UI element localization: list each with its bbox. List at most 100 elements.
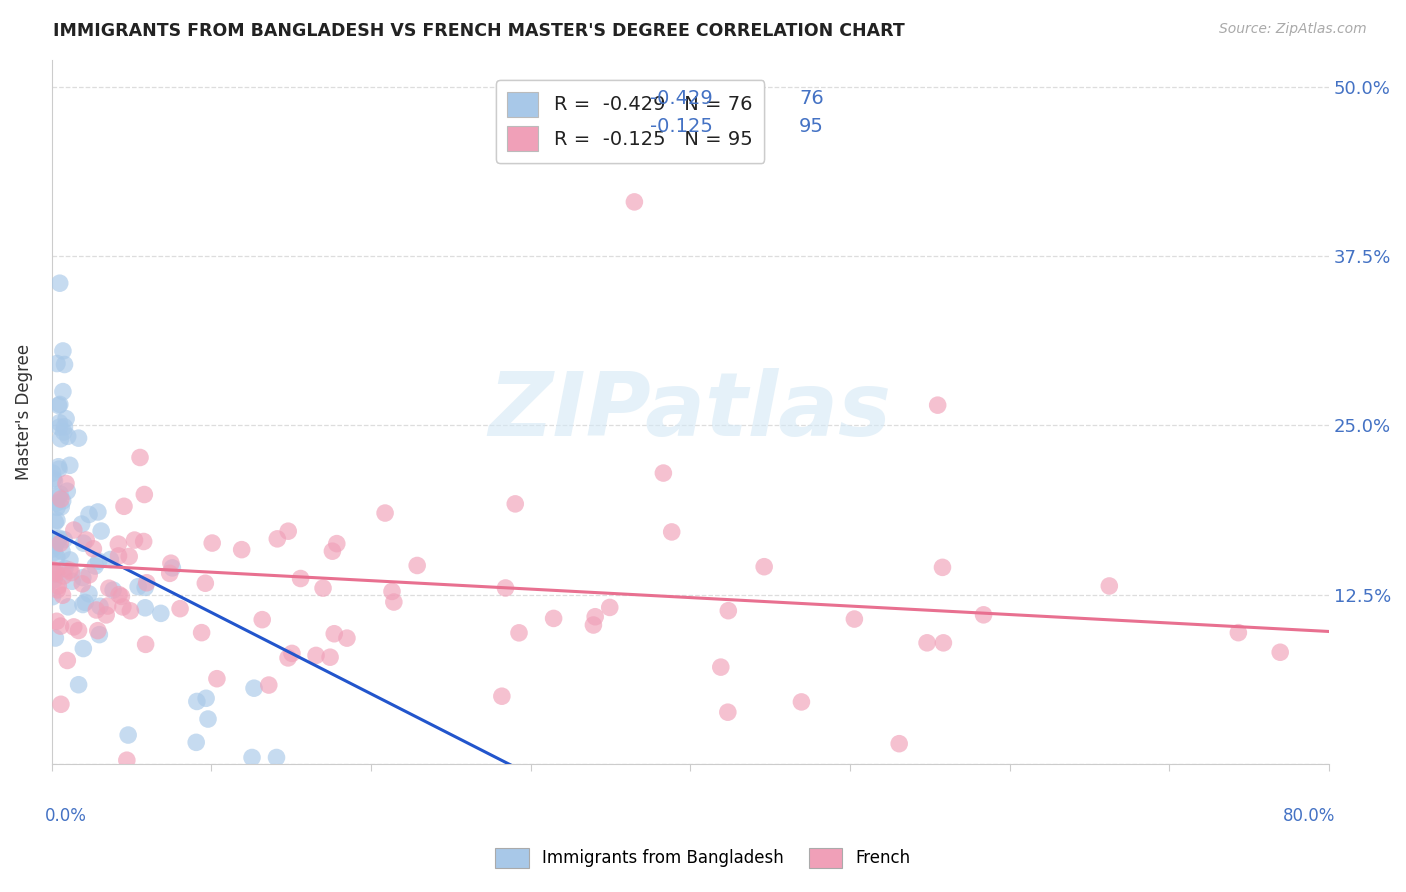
- Point: [266, 532, 288, 546]
- Point: [305, 648, 328, 663]
- Point: [72, 571, 94, 585]
- Point: [231, 542, 253, 557]
- Point: [72, 641, 94, 656]
- Point: [96, 607, 118, 622]
- Point: [59, 553, 82, 567]
- Point: [59, 458, 82, 473]
- Point: [49, 492, 72, 507]
- Point: [115, 753, 138, 767]
- Point: [49, 397, 72, 411]
- Point: [52, 343, 75, 358]
- Point: [60, 566, 83, 580]
- Point: [134, 487, 156, 501]
- Point: [45, 566, 67, 580]
- Point: [45, 567, 67, 582]
- Point: [889, 737, 911, 751]
- Point: [53, 420, 76, 434]
- Point: [108, 588, 131, 602]
- Point: [48, 579, 70, 593]
- Point: [49, 536, 72, 550]
- Point: [89, 599, 111, 614]
- Text: 95: 95: [799, 117, 824, 136]
- Point: [53, 358, 76, 372]
- Text: -0.125: -0.125: [650, 117, 713, 136]
- Point: [51, 544, 73, 558]
- Point: [754, 559, 776, 574]
- Point: [135, 637, 157, 651]
- Y-axis label: Master's Degree: Master's Degree: [15, 344, 32, 480]
- Point: [107, 537, 129, 551]
- Point: [290, 572, 312, 586]
- Point: [55, 411, 77, 425]
- Point: [44, 566, 66, 581]
- Point: [56, 429, 79, 443]
- Text: 80.0%: 80.0%: [1282, 806, 1336, 824]
- Point: [382, 595, 405, 609]
- Point: [52, 384, 75, 399]
- Point: [162, 561, 184, 575]
- Point: [127, 580, 149, 594]
- Point: [41, 541, 63, 556]
- Text: 0.0%: 0.0%: [45, 806, 87, 824]
- Point: [53, 533, 76, 547]
- Point: [44, 474, 66, 488]
- Point: [49, 619, 72, 633]
- Point: [257, 678, 280, 692]
- Point: [790, 695, 813, 709]
- Point: [45, 615, 67, 629]
- Point: [97, 599, 120, 613]
- Point: [710, 660, 733, 674]
- Point: [277, 524, 299, 539]
- Point: [45, 496, 67, 510]
- Point: [45, 538, 67, 552]
- Legend: R =  -0.429   N = 76, R =  -0.125   N = 95: R = -0.429 N = 76, R = -0.125 N = 95: [496, 80, 765, 163]
- Point: [56, 599, 79, 614]
- Point: [44, 545, 66, 559]
- Point: [194, 576, 217, 591]
- Point: [75, 533, 97, 547]
- Point: [135, 575, 157, 590]
- Point: [326, 536, 349, 550]
- Point: [159, 566, 181, 581]
- Legend: Immigrants from Bangladesh, French: Immigrants from Bangladesh, French: [489, 841, 917, 875]
- Point: [48, 490, 70, 504]
- Point: [89, 627, 111, 641]
- Point: [197, 712, 219, 726]
- Point: [120, 604, 142, 618]
- Point: [927, 398, 949, 412]
- Point: [87, 624, 110, 638]
- Point: [41, 466, 63, 480]
- Point: [582, 618, 605, 632]
- Point: [86, 603, 108, 617]
- Point: [149, 607, 172, 621]
- Point: [336, 631, 359, 645]
- Point: [44, 516, 66, 530]
- Point: [1098, 579, 1121, 593]
- Point: [46, 582, 69, 597]
- Point: [51, 500, 73, 514]
- Point: [491, 690, 513, 704]
- Point: [973, 607, 995, 622]
- Point: [266, 750, 288, 764]
- Point: [323, 626, 346, 640]
- Point: [48, 532, 70, 546]
- Point: [53, 561, 76, 575]
- Point: [75, 595, 97, 609]
- Point: [117, 728, 139, 742]
- Point: [652, 466, 675, 480]
- Point: [44, 573, 66, 587]
- Point: [48, 416, 70, 430]
- Point: [132, 534, 155, 549]
- Point: [932, 636, 955, 650]
- Point: [661, 524, 683, 539]
- Point: [49, 698, 72, 712]
- Point: [77, 508, 100, 522]
- Point: [107, 549, 129, 563]
- Point: [45, 550, 67, 565]
- Point: [243, 681, 266, 696]
- Point: [48, 459, 70, 474]
- Point: [190, 625, 212, 640]
- Point: [111, 599, 134, 614]
- Point: [60, 574, 83, 589]
- Point: [186, 735, 208, 749]
